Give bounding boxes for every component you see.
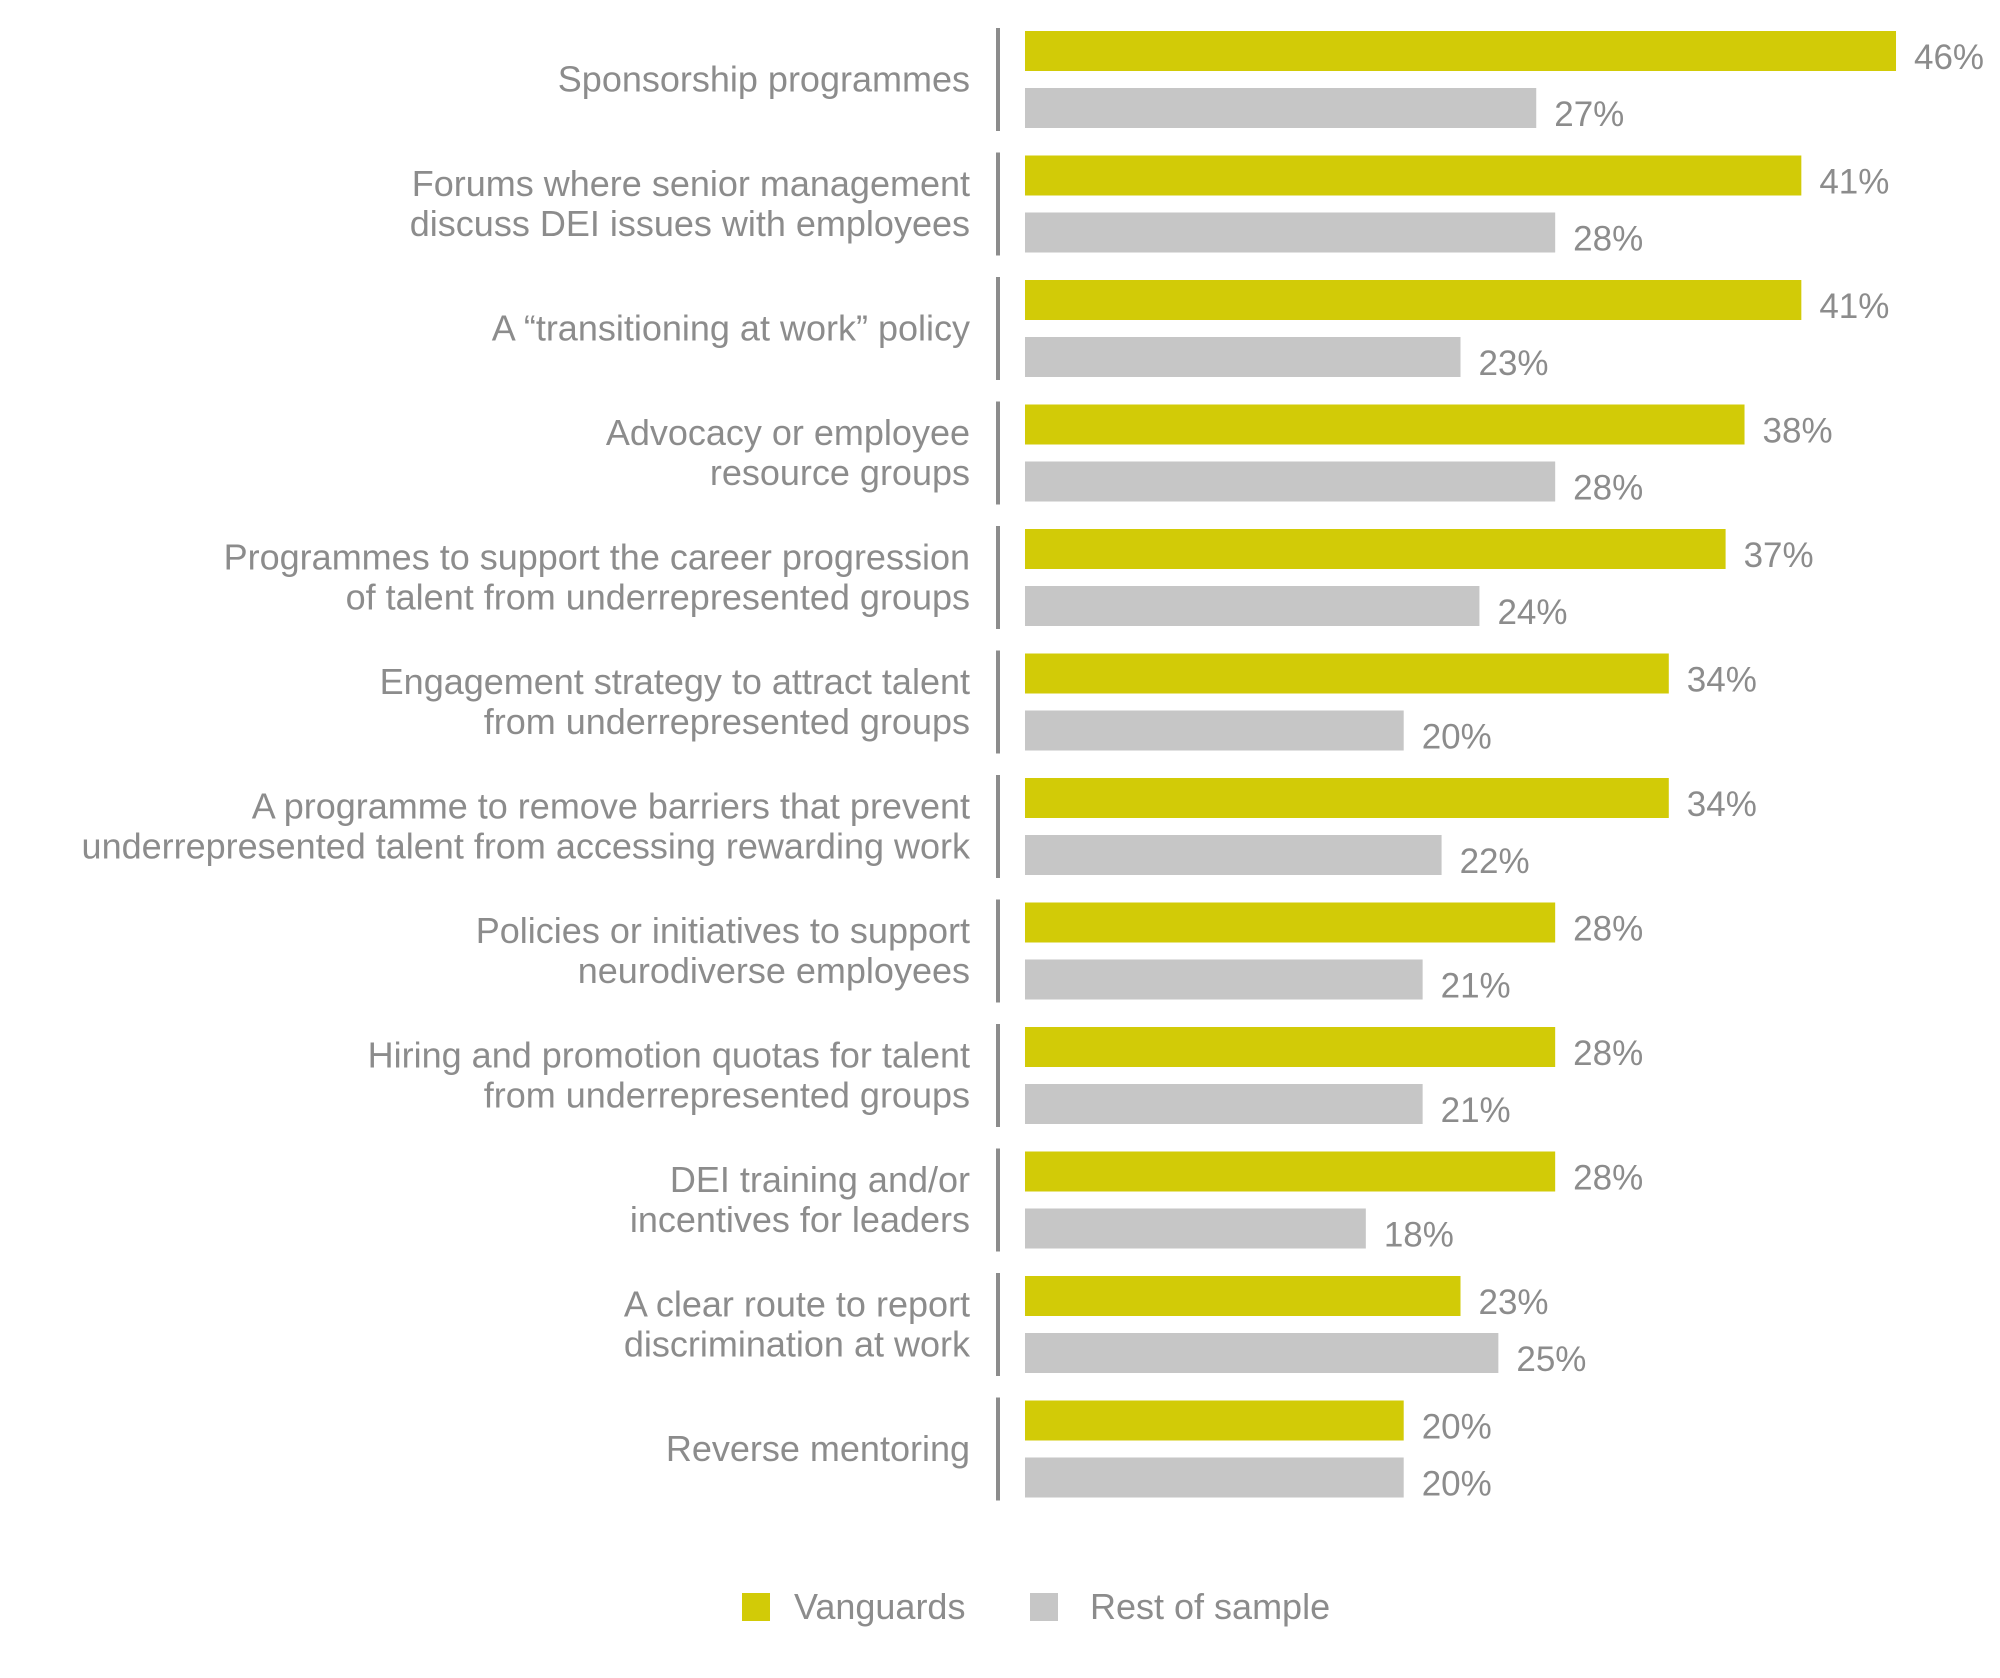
value-label-rest-of-sample: 27% (1554, 95, 1624, 134)
value-label-vanguards: 34% (1687, 785, 1757, 824)
value-label-rest-of-sample: 28% (1573, 220, 1643, 259)
bar-vanguards (1025, 404, 1745, 445)
category-group-programmes-to-support-the-career-progression-of-talent-from-underrepresented-groups: Programmes to support the career progres… (224, 526, 1814, 632)
legend-label-rest-of-sample: Rest of sample (1090, 1586, 1330, 1627)
value-label-vanguards: 46% (1914, 38, 1984, 77)
category-label: Engagement strategy to attract talent fro… (380, 661, 970, 742)
bar-vanguards (1025, 778, 1669, 818)
bar-vanguards (1025, 1027, 1556, 1067)
bar-vanguards (1025, 902, 1556, 943)
legend-swatch-vanguards (742, 1593, 770, 1621)
category-group-sponsorship-programmes: Sponsorship programmes 46% 27% (558, 28, 1984, 134)
value-label-vanguards: 28% (1573, 910, 1643, 949)
bar-vanguards (1025, 653, 1669, 694)
value-label-rest-of-sample: 23% (1479, 344, 1549, 383)
bar-vanguards (1025, 280, 1802, 320)
category-group-hiring-and-promotion-quotas-for-talent-from-underrepresented-groups: Hiring and promotion quotas for talent fr… (368, 1024, 1643, 1130)
value-label-rest-of-sample: 18% (1384, 1216, 1454, 1255)
value-label-vanguards: 20% (1422, 1408, 1492, 1447)
bar-rest-of-sample (1025, 337, 1461, 377)
category-label: A programme to remove barriers that prev… (82, 786, 971, 867)
bar-rest-of-sample (1025, 1333, 1499, 1373)
category-group-engagement-strategy-to-attract-talent-from-underrepresented-groups: Engagement strategy to attract talent fro… (380, 650, 1757, 757)
category-label: Programmes to support the career progres… (224, 537, 970, 618)
value-label-rest-of-sample: 21% (1441, 967, 1511, 1006)
value-label-vanguards: 38% (1763, 412, 1833, 451)
bar-rest-of-sample (1025, 1457, 1404, 1498)
category-label: Forums where senior management discuss DE… (410, 163, 970, 244)
value-label-vanguards: 28% (1573, 1034, 1643, 1073)
category-group-forums-where-senior-management-discuss-dei-issues-with-employees: Forums where senior management discuss DE… (410, 152, 1889, 259)
category-label: Advocacy or employee resource groups (606, 412, 970, 493)
bar-rest-of-sample (1025, 461, 1556, 502)
bar-rest-of-sample (1025, 586, 1480, 626)
category-group-reverse-mentoring: Reverse mentoring 20% 20% (666, 1397, 1492, 1504)
category-group-policies-or-initiatives-to-support-neurodiverse-employees: Policies or initiatives to support neurod… (476, 899, 1643, 1006)
bar-rest-of-sample (1025, 1208, 1366, 1249)
value-label-vanguards: 41% (1819, 287, 1889, 326)
category-label: Sponsorship programmes (558, 59, 970, 100)
value-label-rest-of-sample: 24% (1497, 593, 1567, 632)
bar-vanguards (1025, 31, 1897, 71)
category-group-dei-training-and-or-incentives-for-leaders: DEI training and/or incentives for leader… (630, 1148, 1643, 1255)
bar-vanguards (1025, 1151, 1556, 1192)
legend: Vanguards Rest of sample (742, 1586, 1330, 1627)
value-label-rest-of-sample: 20% (1422, 1465, 1492, 1504)
bar-rest-of-sample (1025, 710, 1404, 751)
chart-groups: Sponsorship programmes 46% 27% Forums where… (82, 28, 1984, 1504)
bar-rest-of-sample (1025, 88, 1537, 128)
category-group-advocacy-or-employee-resource-groups: Advocacy or employee resource groups 38% 28… (606, 401, 1833, 508)
legend-label-vanguards: Vanguards (794, 1586, 965, 1627)
category-group-a-programme-to-remove-barriers-that-prevent-underrepresented-talent-from-accessing-rewarding-work: A programme to remove barriers that prev… (82, 775, 1757, 881)
category-group-a-transitioning-at-work-policy: A “transitioning at work” policy 41% 23% (492, 277, 1889, 383)
bar-vanguards (1025, 155, 1802, 196)
value-label-vanguards: 23% (1479, 1283, 1549, 1322)
value-label-rest-of-sample: 21% (1441, 1091, 1511, 1130)
bar-rest-of-sample (1025, 835, 1442, 875)
category-group-a-clear-route-to-report-discrimination-at-work: A clear route to report discrimination at… (624, 1273, 1586, 1379)
value-label-rest-of-sample: 20% (1422, 718, 1492, 757)
category-label: Hiring and promotion quotas for talent fr… (368, 1035, 970, 1116)
category-label: A clear route to report discrimination at… (624, 1284, 971, 1365)
category-label: Policies or initiatives to support neurod… (476, 910, 970, 991)
category-label: DEI training and/or incentives for leader… (630, 1159, 970, 1240)
value-label-vanguards: 41% (1819, 163, 1889, 202)
value-label-vanguards: 28% (1573, 1159, 1643, 1198)
bar-vanguards (1025, 1400, 1404, 1441)
bar-rest-of-sample (1025, 959, 1423, 1000)
value-label-rest-of-sample: 22% (1460, 842, 1530, 881)
category-label: A “transitioning at work” policy (492, 308, 970, 349)
value-label-vanguards: 37% (1744, 536, 1814, 575)
value-label-vanguards: 34% (1687, 661, 1757, 700)
bar-vanguards (1025, 529, 1726, 569)
value-label-rest-of-sample: 28% (1573, 469, 1643, 508)
category-label: Reverse mentoring (666, 1428, 970, 1469)
bar-vanguards (1025, 1276, 1461, 1316)
value-label-rest-of-sample: 25% (1516, 1340, 1586, 1379)
bar-rest-of-sample (1025, 212, 1556, 253)
legend-swatch-rest-of-sample (1030, 1593, 1058, 1621)
bar-rest-of-sample (1025, 1084, 1423, 1124)
